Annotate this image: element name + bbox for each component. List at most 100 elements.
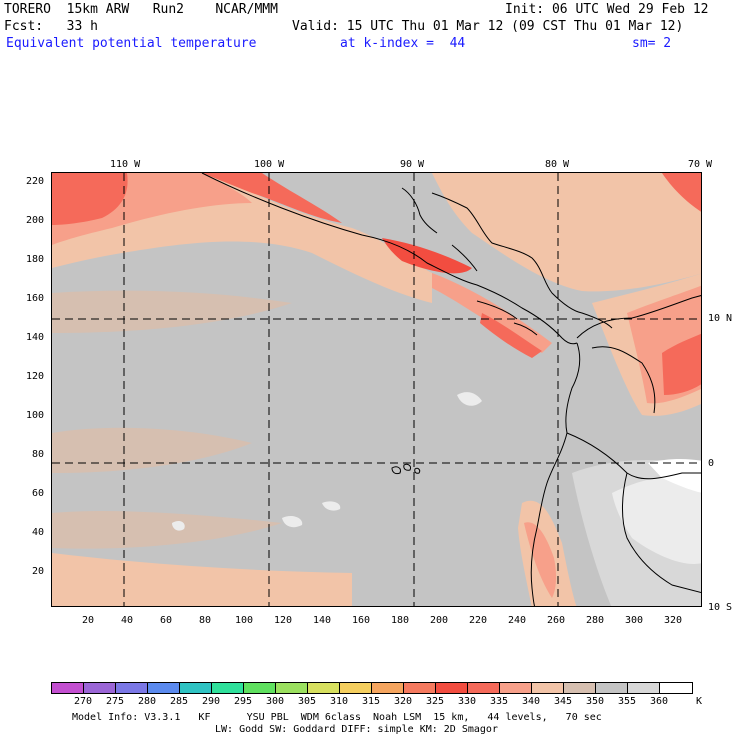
valid-time: Valid: 15 UTC Thu 01 Mar 12 (09 CST Thu … (292, 19, 684, 34)
graticule (52, 173, 701, 606)
lon-label: 100 W (254, 159, 285, 170)
colorbar-swatch (116, 683, 148, 693)
theta-band-350-south (52, 511, 282, 549)
cloud-patch (172, 520, 185, 531)
colorbar-swatch (212, 683, 244, 693)
level-index: at k-index = 44 (340, 36, 466, 51)
colorbar-level-label: 320 (394, 696, 413, 707)
model-title: TORERO 15km ARW Run2 NCAR/MMM (4, 2, 278, 17)
theta-band-340-peru (524, 522, 557, 598)
colombia-venezuela-coast (576, 295, 701, 339)
theta-band-360-interior (612, 476, 701, 564)
colorbar-level-label: 285 (170, 696, 189, 707)
colorbar-level-label: 330 (458, 696, 477, 707)
south-america-pacific-coast (530, 342, 581, 606)
y-grid-label: 20 (32, 566, 45, 577)
border-honduras (451, 244, 478, 272)
map-canvas (52, 173, 701, 606)
colorbar-swatch (532, 683, 564, 693)
colorbar-level-label: 280 (138, 696, 157, 707)
colorbar-swatch (564, 683, 596, 693)
colorbar-swatch (52, 683, 84, 693)
field-name: Equivalent potential temperature (6, 36, 257, 51)
lat-label: 10 S (708, 602, 733, 613)
lon-label: 110 W (110, 159, 141, 170)
colorbar-level-label: 300 (266, 696, 285, 707)
theta-band-345-south (52, 553, 352, 606)
colorbar-swatch (276, 683, 308, 693)
x-grid-label: 80 (199, 615, 212, 626)
border-mexico-guatemala (401, 187, 438, 234)
colorbar-level-label: 310 (330, 696, 349, 707)
border-colombia (591, 346, 656, 414)
y-grid-label: 100 (26, 410, 45, 421)
x-grid-label: 140 (313, 615, 332, 626)
y-grid-label: 180 (26, 254, 45, 265)
init-time: Init: 06 UTC Wed 29 Feb 12 (505, 2, 709, 17)
colorbar-swatch (404, 683, 436, 693)
colorbar-swatch (244, 683, 276, 693)
colorbar-level-label: 340 (522, 696, 541, 707)
y-grid-label: 80 (32, 449, 45, 460)
colorbar-swatch (660, 683, 692, 693)
colorbar-swatch (596, 683, 628, 693)
x-grid-label: 180 (391, 615, 410, 626)
cloud-patch (457, 392, 482, 406)
colorbar-level-label: 315 (362, 696, 381, 707)
x-grid-label: 100 (235, 615, 254, 626)
theta-band-330-guatemala (382, 238, 472, 274)
y-grid-label: 140 (26, 332, 45, 343)
y-grid-label: 60 (32, 488, 45, 499)
x-grid-label: 120 (274, 615, 293, 626)
y-grid-label: 220 (26, 176, 45, 187)
forecast-hour: Fcst: 33 h (4, 19, 98, 34)
caribbean-coast (431, 192, 613, 329)
x-grid-label: 240 (508, 615, 527, 626)
colorbar-swatch (468, 683, 500, 693)
colorbar-level-label: 325 (426, 696, 445, 707)
colorbar-level-label: 345 (554, 696, 573, 707)
physics-info: LW: Godd SW: Goddard DIFF: simple KM: 2D… (215, 724, 498, 735)
lat-label: 0 (708, 458, 715, 469)
model-info: Model Info: V3.3.1 KF YSU PBL WDM 6class… (72, 712, 602, 723)
theta-band-335-northeast (662, 173, 701, 212)
border-peru-brazil (621, 472, 701, 594)
pacific-coast-central-america (201, 173, 578, 345)
colorbar-swatch (436, 683, 468, 693)
smoothing-label: sm= 2 (632, 36, 672, 51)
colorbar-level-label: 275 (106, 696, 125, 707)
lon-label: 80 W (545, 159, 570, 170)
x-grid-label: 320 (664, 615, 683, 626)
colorbar-swatch (372, 683, 404, 693)
galapagos-island (391, 466, 401, 475)
galapagos-island (414, 467, 421, 474)
theta-band-345-gulf (432, 173, 701, 292)
colorbar-swatch (340, 683, 372, 693)
border-nicaragua (476, 300, 518, 320)
cloud-patch (282, 515, 303, 528)
colorbar-level-label: 290 (202, 696, 221, 707)
colorbar-level-label: 355 (618, 696, 637, 707)
y-grid-label: 160 (26, 293, 45, 304)
x-grid-label: 160 (352, 615, 371, 626)
cloud-patch (322, 501, 341, 511)
y-grid-label: 40 (32, 527, 45, 538)
colorbar-swatch (84, 683, 116, 693)
theta-band-335-west (52, 173, 128, 225)
border-costarica (513, 322, 538, 336)
x-grid-label: 40 (121, 615, 134, 626)
x-grid-label: 60 (160, 615, 173, 626)
lon-label: 70 W (688, 159, 713, 170)
lat-label: 10 N (708, 313, 733, 324)
x-grid-label: 20 (82, 615, 95, 626)
colorbar-level-label: 350 (586, 696, 605, 707)
colorbar-unit: K (696, 696, 703, 707)
colorbar-swatch (500, 683, 532, 693)
colorbar-swatch (148, 683, 180, 693)
colorbar-level-label: 360 (650, 696, 669, 707)
y-grid-label: 120 (26, 371, 45, 382)
colorbar-level-label: 335 (490, 696, 509, 707)
x-grid-label: 200 (430, 615, 449, 626)
theta-band-340-isthmus (432, 273, 552, 353)
y-grid-label: 200 (26, 215, 45, 226)
